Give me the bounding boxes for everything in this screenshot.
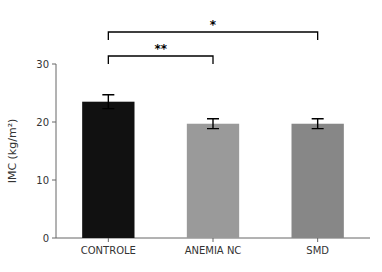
significance-label: * xyxy=(210,18,217,32)
x-tick-label: SMD xyxy=(306,245,329,256)
y-tick xyxy=(52,64,56,65)
significance-label: ** xyxy=(154,42,167,56)
y-axis-label: IMC (kg/m²) xyxy=(6,119,19,184)
y-tick-label: 20 xyxy=(36,117,49,128)
significance-bracket xyxy=(108,56,213,64)
error-bar xyxy=(102,95,114,109)
y-tick xyxy=(52,180,56,181)
x-tick-label: ANEMIA NC xyxy=(185,245,242,256)
significance-bracket xyxy=(108,32,317,40)
chart-svg: 0102030IMC (kg/m²)CONTROLEANEMIA NCSMD**… xyxy=(0,0,382,272)
y-tick xyxy=(52,238,56,239)
bar xyxy=(82,102,134,238)
x-tick xyxy=(213,238,214,242)
y-axis-line xyxy=(56,64,57,238)
x-tick xyxy=(317,238,318,242)
error-bar xyxy=(207,119,219,129)
chart-container: 0102030IMC (kg/m²)CONTROLEANEMIA NCSMD**… xyxy=(0,0,382,272)
error-bar xyxy=(312,119,324,129)
y-tick-label: 30 xyxy=(36,59,49,70)
y-tick-label: 10 xyxy=(36,175,49,186)
y-tick xyxy=(52,122,56,123)
x-tick-label: CONTROLE xyxy=(81,245,136,256)
y-tick-label: 0 xyxy=(43,233,49,244)
bar xyxy=(292,124,344,238)
plot-area xyxy=(82,95,344,238)
bar xyxy=(187,124,239,238)
x-tick xyxy=(108,238,109,242)
